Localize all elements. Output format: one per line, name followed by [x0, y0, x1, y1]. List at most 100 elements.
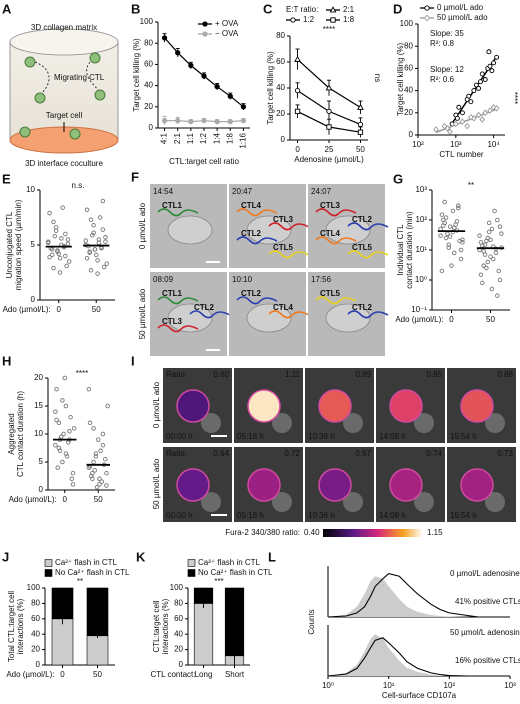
x-tick-label: 10³ — [450, 140, 462, 149]
point — [46, 239, 51, 244]
timestamp: 15:54 h — [450, 511, 477, 520]
legend-swatch — [44, 559, 53, 567]
cell-outline — [246, 303, 292, 333]
cell-track — [347, 250, 389, 259]
track-label: CTL4 — [241, 201, 262, 210]
point — [161, 117, 168, 124]
bar — [51, 618, 74, 666]
target-cell — [272, 413, 292, 433]
track-label: CTL2 — [352, 303, 373, 312]
point — [227, 118, 233, 125]
point — [103, 235, 108, 240]
point — [471, 88, 477, 94]
point — [100, 198, 106, 204]
point — [60, 205, 65, 210]
cell-outline — [325, 303, 371, 333]
panel-label: B — [131, 1, 140, 16]
point — [93, 454, 99, 459]
point — [489, 286, 495, 292]
ctl-cell — [389, 389, 423, 423]
point — [65, 241, 71, 247]
x-tick-label: 10² — [412, 140, 424, 149]
track-label: CTL3 — [320, 201, 341, 210]
point — [68, 414, 73, 420]
point — [458, 247, 464, 253]
annotation: n.s. — [72, 181, 85, 190]
y-tick-label: 10² — [415, 215, 427, 224]
point — [95, 271, 100, 276]
point — [486, 220, 492, 226]
cell-outline — [167, 303, 213, 333]
y-tick-label: 10³ — [415, 185, 427, 194]
point — [456, 205, 461, 211]
x-axis-label: CTL contact: — [150, 670, 195, 679]
colorbar-title: Fura-2 340/380 ratio: — [225, 528, 300, 537]
y-axis-label: Individual CTL — [396, 224, 405, 276]
point — [486, 229, 492, 235]
target-cell — [343, 492, 363, 512]
x-axis-label: Ado (µmol/L): — [6, 670, 54, 679]
x-tick-label: Short — [225, 670, 245, 679]
histogram-line — [327, 572, 479, 618]
point — [447, 234, 453, 239]
annotation: **** — [323, 25, 335, 34]
point — [447, 128, 453, 135]
point — [175, 117, 181, 124]
x-tick-label: 1:2 — [199, 132, 208, 144]
x-tick-label: 10³ — [504, 681, 516, 690]
point — [91, 222, 96, 228]
panel-label: J — [2, 549, 9, 564]
point — [456, 203, 461, 208]
y-tick-label: 10⁰ — [415, 275, 427, 284]
y-tick-label: 40 — [144, 81, 153, 90]
point — [458, 256, 464, 262]
point — [99, 246, 104, 251]
x-axis-label: CTL number — [439, 150, 484, 159]
point — [479, 71, 485, 77]
y-tick-label: 20 — [31, 645, 40, 654]
bar — [51, 587, 74, 620]
point — [53, 442, 58, 448]
timestamp: 00:00 h — [166, 511, 193, 520]
point — [240, 117, 247, 124]
ratio-value: 0.73 — [497, 449, 513, 458]
point — [104, 483, 109, 488]
point — [497, 277, 503, 283]
y-tick-label: 60 — [276, 57, 285, 66]
point — [84, 207, 90, 213]
y-tick-label: 10 — [34, 429, 43, 438]
cell-track — [236, 236, 278, 245]
point — [451, 250, 457, 256]
legend-marker — [329, 6, 337, 13]
point — [97, 482, 102, 487]
ratio-value: 0.72 — [284, 449, 300, 458]
ctl-cell — [247, 468, 281, 502]
histogram-area — [328, 634, 479, 676]
cell-track — [236, 296, 278, 305]
point — [64, 263, 69, 269]
annotation: ** — [77, 577, 83, 586]
point — [495, 293, 500, 298]
point — [91, 426, 96, 431]
point — [88, 217, 94, 222]
point — [493, 250, 499, 256]
point — [103, 239, 108, 244]
ratio-label: Ratio: — [166, 449, 187, 458]
annotation: R²: 0.8 — [430, 39, 455, 48]
y-tick-label: 0 — [409, 130, 414, 139]
y-axis-label: interactions (%) — [16, 598, 25, 654]
point — [59, 236, 64, 241]
point — [93, 252, 99, 258]
y-tick-label: 10¹ — [415, 245, 427, 254]
cell-track — [268, 310, 310, 319]
ratio-value: 0.85 — [426, 370, 442, 379]
timestamp: 24:07 — [311, 187, 332, 196]
point — [63, 451, 69, 456]
row-label: 50 µmol/L ado — [138, 288, 147, 339]
x-tick-label: 10⁴ — [487, 140, 500, 149]
point — [439, 268, 445, 274]
y-tick-label: 40 — [31, 629, 40, 638]
y-tick-label: 100 — [27, 583, 41, 592]
ctl-cell — [460, 389, 494, 423]
